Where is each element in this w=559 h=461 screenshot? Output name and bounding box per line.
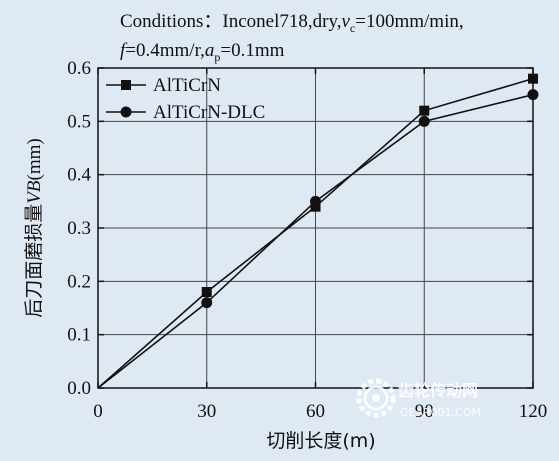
legend-square-marker [121,80,131,90]
y-tick-label: 0.5 [67,111,91,132]
y-tick-label: 0.3 [67,218,91,239]
conditions-ap-value: =0.1mm [220,40,284,61]
data-point-circle [418,115,430,127]
conditions-vc-value: =100mm/min, [355,11,463,32]
y-axis-label-symbol: VB [24,180,45,204]
watermark-text: 齿轮传动网 [398,381,478,400]
conditions-line-1: Conditions：Inconel718,dry,vc=100mm/min, [120,11,464,35]
conditions-ap-symbol: a [205,40,215,61]
data-point-square [528,73,538,84]
legend-item-2: AlTiCrN-DLC [106,102,265,123]
gear-icon [356,378,396,418]
y-axis-label-prefix: 后刀面磨损量 [23,204,45,318]
conditions-f-value: =0.4mm/r, [125,40,205,61]
conditions-line-2: f=0.4mm/r,ap=0.1mm [120,40,285,64]
y-axis-label-unit: (mm) [24,138,45,180]
conditions-prefix: Conditions：Inconel718,dry, [120,11,341,32]
legend-label-2: AlTiCrN-DLC [153,102,265,123]
conditions-vc-symbol: v [341,11,350,32]
data-point-square [419,105,430,116]
legend-label-1: AlTiCrN [153,75,221,96]
x-tick-label: 90 [415,401,434,422]
data-point-circle [527,89,539,101]
conditions-f-symbol: f [120,40,128,61]
data-point-circle [310,195,321,207]
y-tick-label: 0.1 [67,325,91,346]
x-tick-label: 120 [519,401,548,422]
legend-item-1: AlTiCrN [106,75,221,96]
x-tick-label: 60 [306,401,325,422]
y-tick-label: 0.6 [67,58,91,79]
y-axis-label: 后刀面磨损量VB(mm) [23,138,45,317]
data-point-square [201,287,212,297]
ticks: 0 30 60 90 120 0.0 0.1 0.2 0.3 0.4 0.5 0.6 [67,58,547,422]
x-axis-label: 切削长度(m) [266,430,375,452]
data-point-circle [201,297,213,309]
x-tick-label: 30 [197,401,216,422]
series [97,73,539,389]
x-tick-label: 0 [93,401,103,422]
watermark-subtext: GEAR001.COM [400,406,481,419]
y-tick-label: 0.0 [67,378,91,399]
y-tick-label: 0.4 [67,165,91,186]
conditions-vc-sub: c [350,21,355,35]
legend-circle-marker [120,106,132,118]
watermark: 齿轮传动网 GEAR001.COM [356,378,481,419]
legend: AlTiCrN AlTiCrN-DLC [106,75,265,123]
grid [98,68,533,388]
y-tick-label: 0.2 [67,271,91,292]
conditions-ap-sub: p [214,50,220,64]
